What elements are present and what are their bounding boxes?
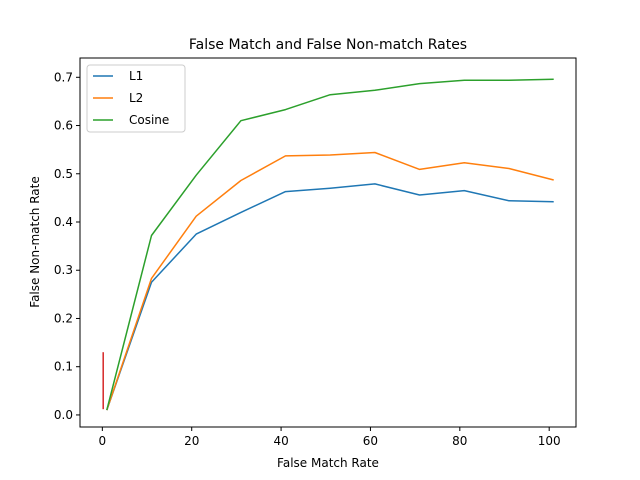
legend-label-l2: L2 bbox=[129, 91, 143, 105]
series-line-cosine bbox=[106, 78, 554, 411]
y-tick-label: 0.0 bbox=[54, 408, 73, 422]
legend: L1 L2 Cosine bbox=[86, 64, 186, 133]
y-tick-label: 0.7 bbox=[54, 70, 73, 84]
x-axis-label: False Match Rate bbox=[277, 456, 379, 470]
plot-frame bbox=[79, 57, 577, 428]
y-axis-ticks: 0.0 0.1 0.2 0.3 0.4 0.5 0.6 0.7 bbox=[54, 70, 80, 422]
y-tick-label: 0.1 bbox=[54, 360, 73, 374]
x-axis-ticks: 0 20 40 60 80 100 bbox=[99, 427, 561, 448]
series-line-l1 bbox=[106, 183, 554, 411]
x-tick-label: 100 bbox=[538, 434, 561, 448]
y-tick-label: 0.3 bbox=[54, 263, 73, 277]
x-tick-label: 0 bbox=[99, 434, 107, 448]
y-tick-label: 0.6 bbox=[54, 119, 73, 133]
x-tick-label: 60 bbox=[363, 434, 378, 448]
series-layer bbox=[102, 78, 554, 411]
y-axis-label: False Non-match Rate bbox=[28, 176, 42, 307]
x-tick-label: 40 bbox=[273, 434, 288, 448]
series-line-l2 bbox=[106, 151, 554, 411]
x-tick-label: 20 bbox=[184, 434, 199, 448]
legend-label-cosine: Cosine bbox=[129, 113, 169, 127]
y-tick-label: 0.4 bbox=[54, 215, 73, 229]
x-tick-label: 80 bbox=[452, 434, 467, 448]
chart-title: False Match and False Non-match Rates bbox=[189, 37, 467, 53]
y-tick-label: 0.5 bbox=[54, 167, 73, 181]
y-tick-label: 0.2 bbox=[54, 311, 73, 325]
legend-label-l1: L1 bbox=[129, 69, 143, 83]
legend-box bbox=[86, 64, 186, 133]
